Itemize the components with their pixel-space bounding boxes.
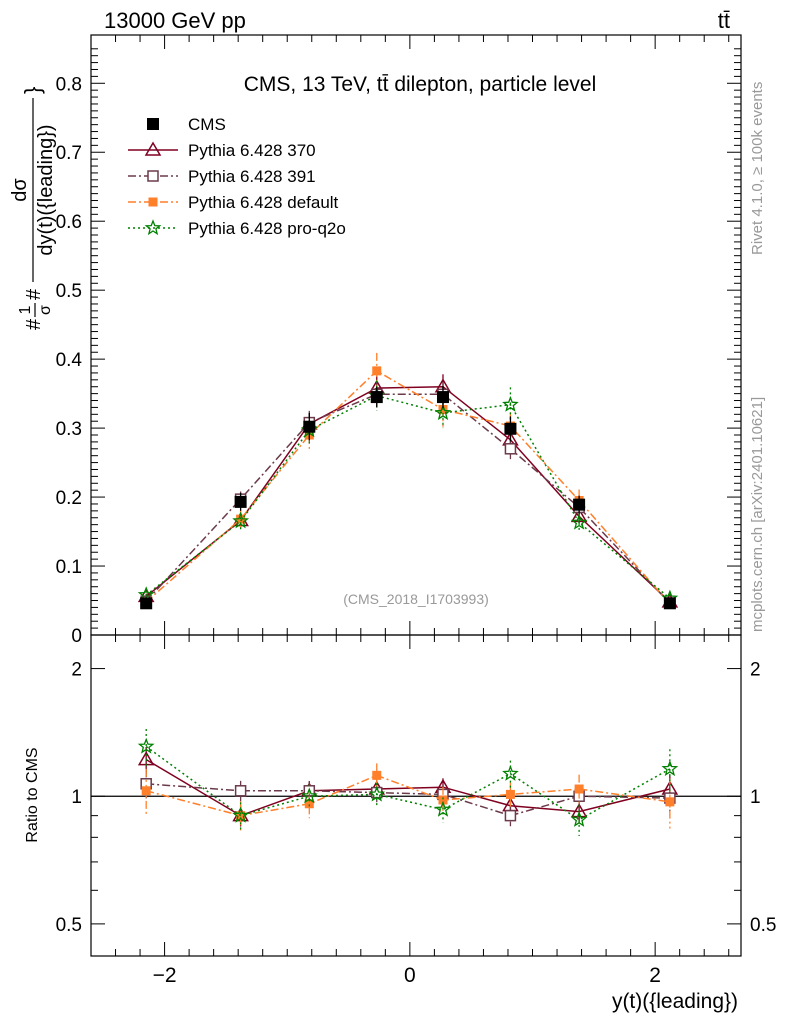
ratio-point-pythia-6-428-pro-q2o [368, 785, 386, 802]
data-point-cms [303, 420, 316, 433]
ratio-tick-label: 1 [71, 787, 82, 808]
y-tick-label: 0.5 [56, 281, 82, 302]
ratio-point-pythia-6-428-pro-q2o [661, 760, 679, 777]
header-left: 13000 GeV pp [104, 8, 246, 33]
y-axis-label: # 1 σ # dσ dy(t)({leading}) } [9, 87, 57, 330]
plot-title: CMS, 13 TeV, tt̄ dilepton, particle leve… [244, 73, 597, 96]
data-point-cms [504, 422, 517, 435]
series-line-pythia-6-428-pro-q2o [145, 394, 671, 599]
y-axis-label-frac-num: 1 [17, 305, 34, 314]
y-tick-label: 0.7 [56, 143, 82, 164]
ratio-point-pythia-6-428-pro-q2o [502, 764, 519, 781]
data-point-cms [436, 391, 449, 404]
x-tick-label: 2 [649, 964, 661, 987]
ratio-line-pythia-6-428-default [146, 774, 671, 817]
y-tick-label: 0.8 [56, 74, 82, 95]
mcplots-label: mcplots.cern.ch [arXiv:2401.10621] [749, 397, 766, 632]
x-tick-label: 0 [404, 964, 416, 987]
series-4 [137, 380, 679, 836]
series-line-pythia-6-428-370 [145, 385, 671, 603]
data-point-cms [140, 597, 153, 610]
data-point-pythia-6-428-pro-q2o [434, 404, 452, 421]
ratio-point-pythia-6-428-default [665, 797, 675, 807]
legend-marker-pythia-6-428-391 [147, 170, 159, 182]
ratio-point-pythia-6-428-default [574, 784, 584, 794]
ratio-panel-frame [90, 634, 742, 957]
y-tick-label: 0.3 [56, 419, 82, 440]
ratio-tick-label: 2 [71, 660, 82, 681]
data-point-pythia-6-428-pro-q2o [570, 513, 588, 530]
legend: CMS Pythia 6.428 370 Pythia 6.428 391 Pythi… [128, 115, 346, 238]
data-point-pythia-6-428-pro-q2o [232, 512, 250, 529]
y-tick-label: 0.2 [56, 488, 82, 509]
data-point-cms [573, 498, 586, 511]
ratio-point-pythia-6-428-pro-q2o [137, 737, 155, 754]
legend-marker-pythia-6-428-pro-q2o [144, 219, 162, 236]
ratio-point-pythia-6-428-default [438, 795, 448, 805]
data-point-cms [370, 391, 383, 404]
rivet-version-label: Rivet 4.1.0, ≥ 100k events [749, 82, 766, 255]
header-right: tt̄ [718, 8, 730, 33]
legend-label-pythia-6-428-370: Pythia 6.428 370 [188, 141, 316, 160]
ratio-point-pythia-6-428-pro-q2o [434, 800, 452, 817]
ratio-axis-label: Ratio to CMS [24, 747, 41, 842]
series-line-pythia-6-428-391 [145, 393, 671, 604]
legend-label-pythia-6-428-391: Pythia 6.428 391 [188, 167, 316, 186]
y-axis-label-num: dσ [9, 178, 31, 202]
ratio-tick-label-right: 2 [750, 660, 761, 681]
ratio-point-pythia-6-428-391 [234, 785, 247, 797]
series-0 [140, 386, 676, 610]
y-axis-label-den: dy(t)({leading}) [35, 124, 57, 255]
data-point-cms [663, 597, 676, 610]
ratio-point-pythia-6-428-391 [504, 809, 517, 822]
y-axis-label-prefix: # [23, 318, 45, 330]
y-axis-label-brace: } [20, 87, 45, 94]
y-axis-label-frac-den: σ [37, 305, 54, 315]
series-line-pythia-6-428-default [145, 369, 671, 605]
legend-label-pythia-6-428-default: Pythia 6.428 default [188, 193, 339, 212]
ratio-point-pythia-6-428-pro-q2o [232, 806, 249, 823]
y-axis-label-mid: # [23, 288, 45, 300]
legend-marker-cms [147, 118, 159, 130]
ratio-point-pythia-6-428-pro-q2o [300, 787, 318, 804]
x-axis-label: y(t)({leading}) [612, 990, 738, 1013]
ratio-line-pythia-6-428-391 [146, 783, 670, 817]
legend-marker-pythia-6-428-default [148, 197, 158, 207]
analysis-watermark: (CMS_2018_I1703993) [343, 591, 489, 607]
series-layer [137, 352, 679, 836]
data-point-pythia-6-428-default [372, 366, 382, 376]
data-point-pythia-6-428-pro-q2o [502, 395, 519, 412]
y-tick-label: 0 [71, 626, 82, 647]
ratio-point-pythia-6-428-default [141, 786, 151, 796]
legend-label-pythia-6-428-pro-q2o: Pythia 6.428 pro-q2o [188, 219, 346, 238]
data-point-cms [234, 495, 247, 508]
ratio-point-pythia-6-428-default [505, 789, 515, 799]
ratio-tick-label-right: 1 [750, 787, 761, 808]
ratio-point-pythia-6-428-pro-q2o [570, 811, 588, 827]
ratio-point-pythia-6-428-default [372, 770, 382, 780]
y-tick-label: 0.1 [56, 557, 82, 578]
axes-layer: −2 0 2 0 0.1 0.2 0.3 0.4 0.5 0.6 0.7 0.8 0.5 0.5 1 1 2 2 [56, 35, 776, 987]
legend-label-cms: CMS [188, 115, 226, 134]
y-tick-label: 0.4 [56, 350, 83, 371]
legend-marker-pythia-6-428-370 [144, 141, 162, 156]
data-point-pythia-6-428-391 [504, 443, 517, 455]
y-tick-label: 0.6 [56, 212, 82, 233]
x-tick-label: −2 [153, 964, 177, 987]
ratio-point-pythia-6-428-default [304, 799, 314, 809]
ratio-tick-label: 0.5 [56, 915, 82, 936]
ratio-tick-label-right: 0.5 [750, 915, 776, 936]
